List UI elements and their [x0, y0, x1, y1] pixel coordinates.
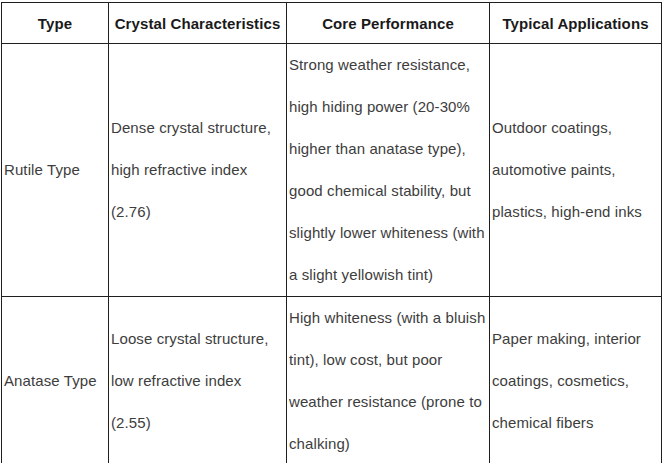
cell-rutile-characteristics: Dense crystal structure, high refractive…: [109, 44, 287, 297]
header-cell-crystal-characteristics: Crystal Characteristics: [109, 3, 287, 44]
cell-anatase-type: Anatase Type: [2, 297, 109, 463]
header-cell-typical-applications: Typical Applications: [490, 3, 662, 44]
titanium-dioxide-comparison-table: Type Crystal Characteristics Core Perfor…: [1, 2, 662, 463]
table-row-rutile: Rutile Type Dense crystal structure, hig…: [2, 44, 662, 297]
table-row-anatase: Anatase Type Loose crystal structure, lo…: [2, 297, 662, 463]
cell-anatase-characteristics: Loose crystal structure, low refractive …: [109, 297, 287, 463]
cell-rutile-type: Rutile Type: [2, 44, 109, 297]
titanium-dioxide-types-table-page: Type Crystal Characteristics Core Perfor…: [0, 0, 663, 463]
cell-rutile-applications: Outdoor coatings, automotive paints, pla…: [490, 44, 662, 297]
header-cell-core-performance: Core Performance: [287, 3, 490, 44]
cell-rutile-performance: Strong weather resistance, high hiding p…: [287, 44, 490, 297]
cell-anatase-applications: Paper making, interior coatings, cosmeti…: [490, 297, 662, 463]
table-header-row: Type Crystal Characteristics Core Perfor…: [2, 3, 662, 44]
header-cell-type: Type: [2, 3, 109, 44]
cell-anatase-performance: High whiteness (with a bluish tint), low…: [287, 297, 490, 463]
